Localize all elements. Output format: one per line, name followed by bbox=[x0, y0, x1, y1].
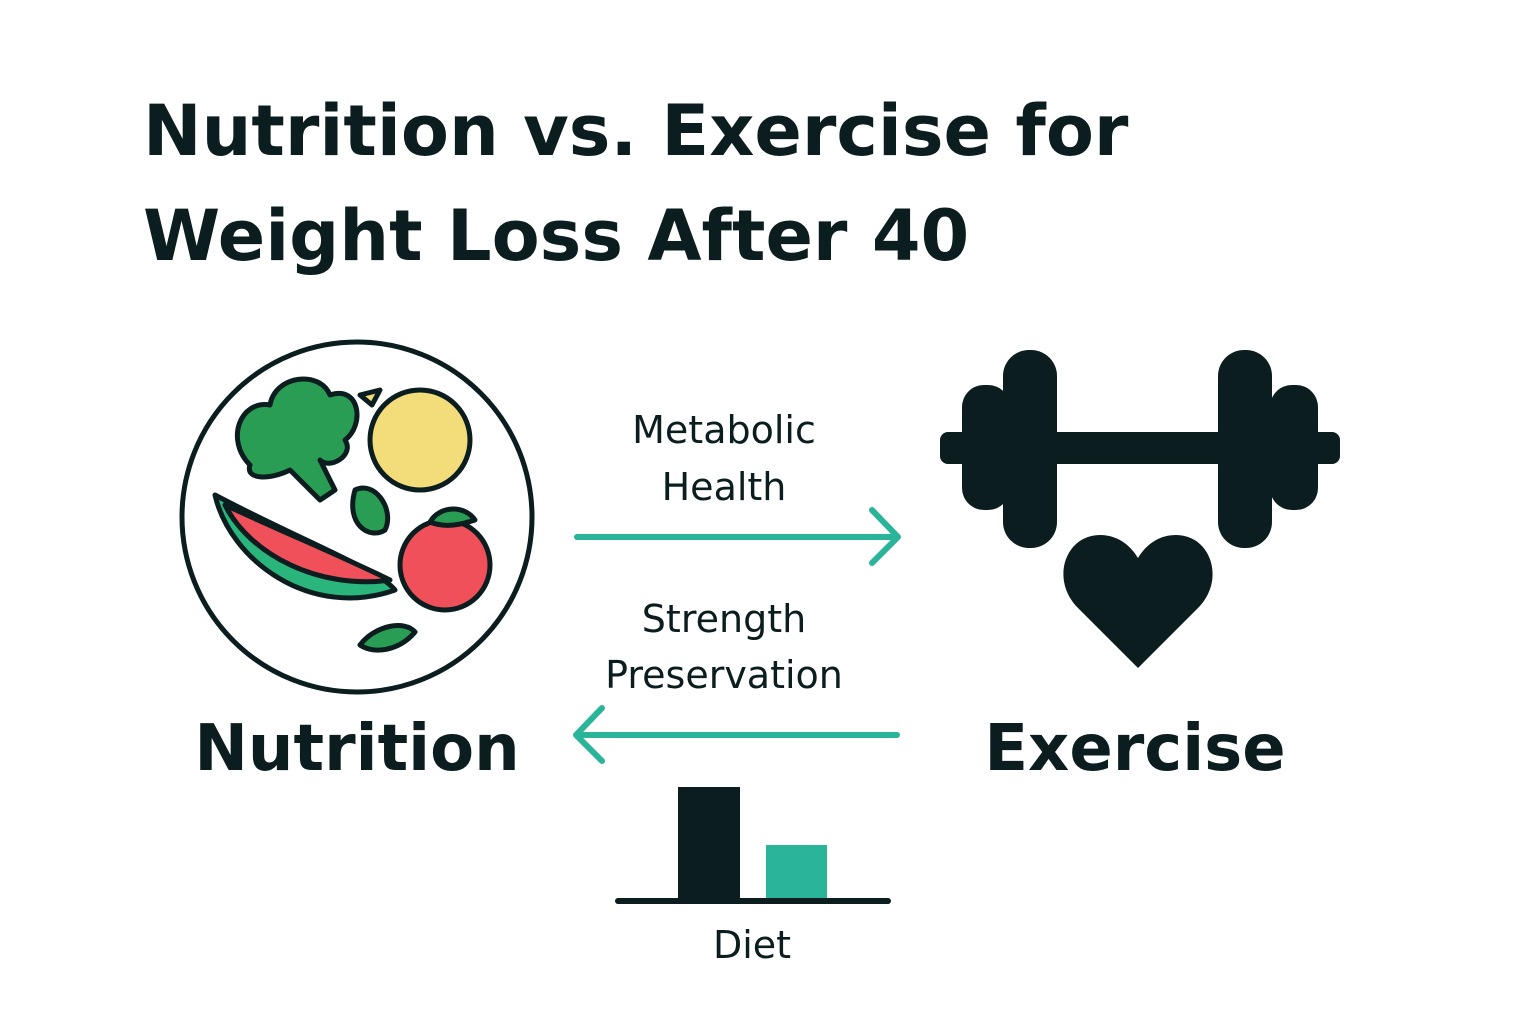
nutrition-icon bbox=[179, 339, 535, 695]
bar-icon bbox=[615, 787, 891, 904]
edge-label: Metabolic bbox=[632, 408, 816, 452]
edge-label: Strength bbox=[642, 597, 806, 641]
title-line: Nutrition vs. Exercise for bbox=[143, 90, 1129, 172]
exercise-icon bbox=[940, 350, 1340, 668]
edge-label: Health bbox=[662, 465, 787, 509]
arrows bbox=[573, 507, 901, 764]
node-label: Nutrition bbox=[194, 712, 519, 786]
node-label: Exercise bbox=[984, 712, 1285, 786]
icon-label: Diet bbox=[713, 923, 791, 967]
title-line: Weight Loss After 40 bbox=[143, 195, 969, 277]
edge-label: Preservation bbox=[605, 653, 843, 697]
